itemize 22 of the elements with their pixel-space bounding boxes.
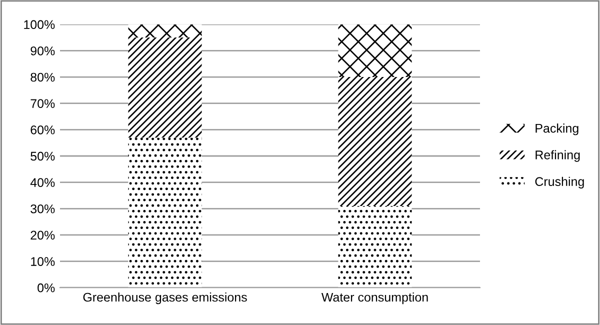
bar bbox=[128, 38, 202, 138]
legend-label: Crushing bbox=[535, 176, 584, 188]
x-tick-label: Greenhouse gases emissions bbox=[83, 292, 247, 304]
legend-label: Refining bbox=[536, 150, 580, 162]
y-tick-label: 20% bbox=[30, 230, 55, 240]
y-tick-label: 30% bbox=[30, 204, 55, 214]
y-tick-label: 50% bbox=[30, 152, 55, 161]
y-tick-label: 40% bbox=[30, 178, 55, 187]
y-tick-label: 100% bbox=[24, 20, 55, 30]
y-tick-label: 60% bbox=[30, 125, 55, 134]
y-tick-label: 90% bbox=[30, 46, 55, 56]
y-tick-label: 70% bbox=[30, 99, 55, 108]
y-tick-label: 0% bbox=[38, 283, 55, 292]
x-tick-label: Water consumption bbox=[321, 292, 428, 304]
bar bbox=[338, 77, 412, 206]
bar bbox=[128, 24, 202, 38]
bar bbox=[338, 206, 412, 288]
y-tick-label: 10% bbox=[31, 257, 55, 266]
legend-label: Packing bbox=[536, 124, 578, 136]
bar bbox=[338, 24, 412, 78]
y-tick-label: 80% bbox=[30, 72, 55, 82]
bar bbox=[128, 138, 202, 288]
